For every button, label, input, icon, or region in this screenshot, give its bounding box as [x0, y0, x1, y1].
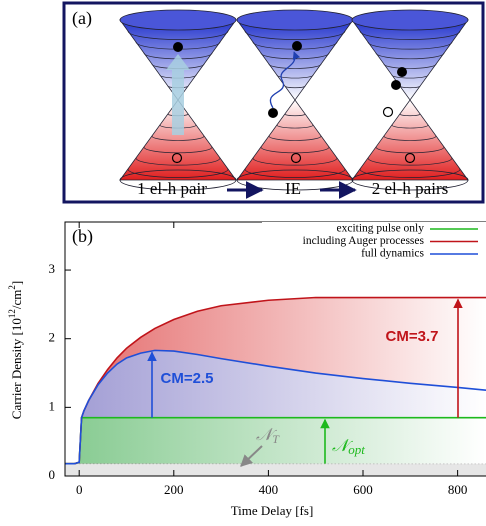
level — [268, 63, 322, 69]
hole — [290, 152, 302, 164]
cone-rim — [351, 169, 469, 191]
electron — [391, 80, 401, 90]
level — [391, 74, 429, 79]
level — [151, 135, 205, 141]
y-tick-label: 2 — [49, 330, 56, 345]
legend-label: full dynamics — [361, 248, 424, 260]
cone-rim — [119, 169, 237, 191]
level — [359, 168, 461, 178]
level — [383, 135, 437, 141]
cones — [119, 9, 469, 191]
panel-label: (b) — [72, 226, 93, 247]
level — [284, 113, 306, 117]
legend-label: exciting pulse only — [336, 223, 424, 235]
level — [367, 41, 453, 50]
lower-cone — [351, 99, 469, 181]
threshold-band — [65, 463, 486, 476]
level — [399, 113, 421, 117]
level — [276, 124, 314, 129]
level — [260, 146, 330, 154]
level — [244, 168, 346, 178]
x-tick-label: 0 — [76, 482, 83, 497]
panel-label: (a) — [72, 8, 92, 29]
level — [284, 85, 306, 89]
arrow — [240, 445, 263, 467]
level — [391, 124, 429, 129]
ie-arrow — [269, 51, 301, 109]
legend-label: including Auger processes — [303, 235, 425, 247]
level — [135, 157, 221, 166]
level — [276, 74, 314, 79]
cone-rim — [236, 9, 354, 31]
y-tick-label: 3 — [49, 261, 56, 276]
y-label-part: 2 — [7, 285, 17, 290]
y-label-part: Carrier Density [10 — [9, 318, 24, 419]
excitation-arrow — [166, 54, 190, 135]
level — [143, 146, 213, 154]
subscript: opt — [348, 442, 365, 457]
level — [375, 146, 445, 154]
level — [383, 63, 437, 69]
hole — [404, 152, 416, 164]
area — [65, 417, 486, 464]
caption: 1 el-h pair — [137, 179, 207, 198]
lower-cone — [236, 99, 354, 181]
hole — [382, 106, 394, 118]
electron — [268, 108, 278, 118]
y-label-part: ] — [9, 281, 24, 285]
cone-rim — [119, 9, 237, 31]
hole — [171, 152, 183, 164]
electron — [397, 67, 407, 77]
lower-cone — [119, 99, 237, 181]
level — [268, 135, 322, 141]
x-tick-label: 800 — [448, 482, 468, 497]
cone-rim — [351, 9, 469, 31]
annotation: CM=2.5 — [161, 370, 214, 387]
level — [359, 30, 461, 40]
level — [127, 168, 229, 178]
panel-a-frame — [62, 1, 485, 204]
electron — [292, 41, 302, 51]
level — [252, 157, 338, 166]
y-label-part: /cm — [9, 290, 24, 310]
x-tick-label: 400 — [259, 482, 279, 497]
y-axis-label: Carrier Density [1012/cm2] — [7, 281, 24, 419]
caption: 2 el-h pairs — [372, 179, 448, 198]
x-tick-label: 200 — [164, 482, 184, 497]
subscript: T — [272, 432, 280, 446]
y-tick-label: 1 — [49, 398, 56, 413]
x-tick-label: 600 — [353, 482, 373, 497]
level — [375, 52, 445, 60]
y-tick-label: 0 — [49, 467, 56, 482]
y-label-part: 12 — [7, 309, 17, 318]
electron — [173, 42, 183, 52]
level — [244, 30, 346, 40]
level — [367, 157, 453, 166]
x-axis-label: Time Delay [fs] — [231, 503, 314, 518]
annotation: CM=3.7 — [386, 328, 439, 345]
level — [127, 30, 229, 40]
series-line — [65, 349, 486, 465]
caption: IE — [285, 179, 301, 198]
